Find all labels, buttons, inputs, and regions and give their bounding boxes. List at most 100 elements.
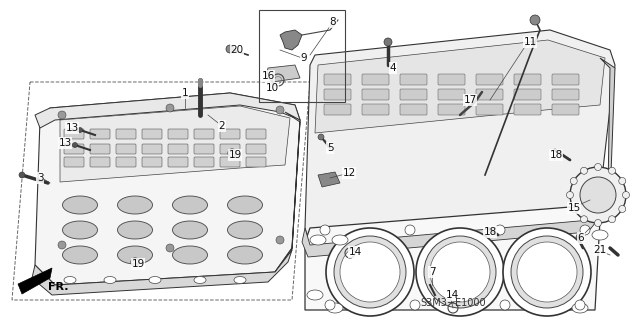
- Text: FR.: FR.: [48, 282, 68, 292]
- FancyBboxPatch shape: [400, 74, 427, 85]
- Polygon shape: [318, 172, 340, 187]
- Circle shape: [500, 300, 510, 310]
- Text: 7: 7: [429, 267, 435, 277]
- Text: 11: 11: [523, 37, 537, 47]
- FancyBboxPatch shape: [220, 144, 240, 154]
- Circle shape: [19, 172, 25, 178]
- Circle shape: [318, 134, 324, 140]
- FancyBboxPatch shape: [476, 89, 503, 100]
- Circle shape: [226, 45, 234, 53]
- Text: 4: 4: [390, 63, 396, 73]
- Text: 18: 18: [549, 150, 563, 160]
- Polygon shape: [280, 30, 302, 50]
- Circle shape: [326, 228, 414, 316]
- Polygon shape: [18, 268, 52, 294]
- Text: 9: 9: [300, 53, 308, 63]
- Circle shape: [570, 167, 626, 223]
- Circle shape: [325, 300, 335, 310]
- Text: 16: 16: [262, 71, 274, 81]
- Polygon shape: [302, 210, 598, 257]
- Text: 5: 5: [327, 143, 333, 153]
- Ellipse shape: [117, 196, 152, 214]
- Polygon shape: [315, 40, 605, 133]
- Circle shape: [58, 241, 66, 249]
- Circle shape: [410, 300, 420, 310]
- Polygon shape: [32, 250, 292, 295]
- Bar: [259, 10, 345, 102]
- Ellipse shape: [332, 235, 348, 245]
- Circle shape: [581, 216, 588, 223]
- Text: 1: 1: [182, 88, 188, 98]
- FancyBboxPatch shape: [552, 74, 579, 85]
- Circle shape: [511, 236, 583, 308]
- Text: 3: 3: [37, 173, 43, 183]
- Polygon shape: [35, 93, 300, 285]
- Ellipse shape: [63, 196, 98, 214]
- Ellipse shape: [592, 230, 608, 240]
- FancyBboxPatch shape: [168, 144, 188, 154]
- FancyBboxPatch shape: [362, 104, 389, 115]
- FancyBboxPatch shape: [324, 74, 351, 85]
- FancyBboxPatch shape: [142, 157, 162, 167]
- FancyBboxPatch shape: [64, 129, 84, 139]
- FancyBboxPatch shape: [168, 129, 188, 139]
- FancyBboxPatch shape: [400, 104, 427, 115]
- FancyBboxPatch shape: [552, 89, 579, 100]
- Circle shape: [576, 234, 582, 240]
- Ellipse shape: [194, 276, 206, 284]
- FancyBboxPatch shape: [246, 157, 266, 167]
- Ellipse shape: [172, 246, 207, 264]
- Polygon shape: [305, 205, 600, 310]
- Circle shape: [581, 167, 588, 174]
- FancyBboxPatch shape: [324, 104, 351, 115]
- Text: 6: 6: [577, 233, 584, 243]
- FancyBboxPatch shape: [90, 157, 110, 167]
- Circle shape: [595, 220, 602, 227]
- FancyBboxPatch shape: [142, 129, 162, 139]
- FancyBboxPatch shape: [400, 89, 427, 100]
- Text: 18: 18: [484, 227, 496, 237]
- FancyBboxPatch shape: [142, 144, 162, 154]
- Text: 10: 10: [265, 83, 279, 93]
- Text: 14: 14: [445, 290, 459, 300]
- Circle shape: [58, 111, 66, 119]
- Circle shape: [619, 178, 626, 185]
- Circle shape: [580, 177, 616, 213]
- FancyBboxPatch shape: [194, 157, 214, 167]
- Text: 13: 13: [65, 123, 78, 133]
- FancyBboxPatch shape: [514, 89, 541, 100]
- Text: 19: 19: [131, 259, 145, 269]
- Polygon shape: [35, 93, 300, 128]
- FancyBboxPatch shape: [438, 74, 465, 85]
- Ellipse shape: [572, 303, 588, 313]
- Circle shape: [340, 242, 400, 302]
- FancyBboxPatch shape: [64, 157, 84, 167]
- Ellipse shape: [228, 196, 262, 214]
- Ellipse shape: [234, 276, 246, 284]
- FancyBboxPatch shape: [476, 104, 503, 115]
- Ellipse shape: [327, 303, 343, 313]
- Polygon shape: [596, 58, 615, 220]
- Circle shape: [609, 216, 616, 223]
- Polygon shape: [305, 30, 615, 245]
- Circle shape: [416, 228, 504, 316]
- FancyBboxPatch shape: [362, 74, 389, 85]
- FancyBboxPatch shape: [220, 157, 240, 167]
- FancyBboxPatch shape: [438, 89, 465, 100]
- Circle shape: [619, 205, 626, 212]
- Circle shape: [517, 242, 577, 302]
- Circle shape: [276, 106, 284, 114]
- FancyBboxPatch shape: [514, 104, 541, 115]
- Circle shape: [575, 300, 585, 310]
- Circle shape: [570, 205, 577, 212]
- Ellipse shape: [172, 196, 207, 214]
- Polygon shape: [60, 106, 290, 182]
- Circle shape: [580, 225, 590, 235]
- Text: 15: 15: [567, 203, 581, 213]
- FancyBboxPatch shape: [116, 129, 136, 139]
- FancyBboxPatch shape: [194, 129, 214, 139]
- Ellipse shape: [64, 276, 76, 284]
- Circle shape: [623, 191, 630, 198]
- Ellipse shape: [149, 276, 161, 284]
- Circle shape: [405, 225, 415, 235]
